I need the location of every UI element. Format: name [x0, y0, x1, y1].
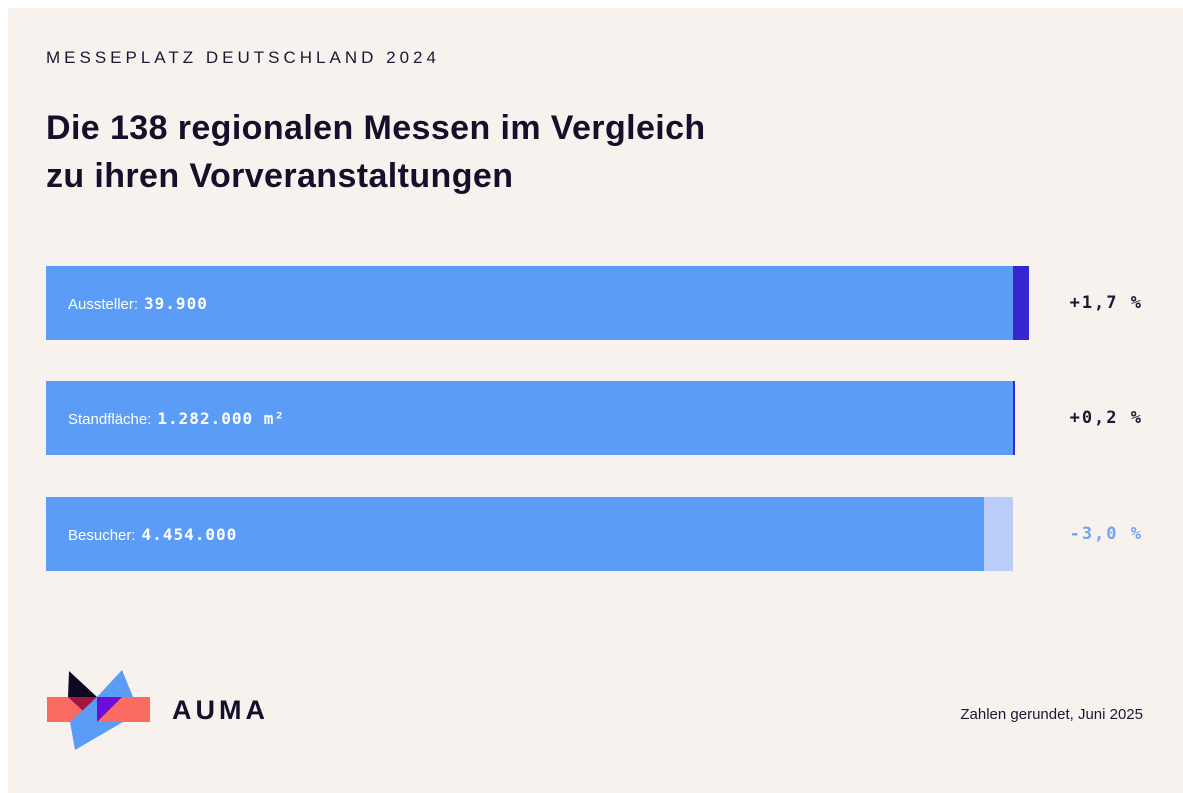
bar-fill-standflaeche: Standfläche: 1.282.000 m²: [46, 381, 1013, 455]
page-left-margin: [0, 0, 8, 793]
bar-track: Standfläche: 1.282.000 m²: [46, 381, 1015, 455]
auma-logo-icon: [47, 670, 150, 750]
auma-logo: AUMA: [45, 667, 375, 759]
bar-chart: Aussteller: 39.900 +1,7 % Standfläche: 1.2…: [46, 0, 1143, 600]
change-percent-label: +0,2 %: [1069, 408, 1143, 428]
page-title-line2: zu ihren Vorveranstaltungen: [46, 157, 514, 195]
change-percent-label: -3,0 %: [1069, 524, 1143, 544]
page-title: Die 138 regionalen Messen im Vergleich z…: [46, 104, 706, 200]
bar-value: 39.900: [144, 293, 208, 313]
bar-label: Standfläche: 1.282.000 m²: [46, 409, 285, 428]
eyebrow-label: MESSEPLATZ DEUTSCHLAND 2024: [46, 48, 440, 67]
bar-track: Besucher: 4.454.000: [46, 497, 1013, 571]
bar-label: Besucher: 4.454.000: [46, 525, 237, 544]
bar-value: 1.282.000 m²: [157, 408, 285, 428]
bar-row-standflaeche: Standfläche: 1.282.000 m² +0,2 %: [46, 381, 1143, 455]
bar-track: Aussteller: 39.900: [46, 266, 1029, 340]
change-percent-label: +1,7 %: [1069, 293, 1143, 313]
bar-label: Aussteller: 39.900: [46, 294, 208, 313]
bar-gain-segment: [1013, 266, 1029, 340]
bar-row-besucher: Besucher: 4.454.000 -3,0 %: [46, 497, 1143, 571]
bar-fill-aussteller: Aussteller: 39.900: [46, 266, 1013, 340]
page-top-margin: [0, 0, 1183, 8]
bar-category-label: Aussteller:: [68, 295, 139, 313]
bar-gain-segment: [1013, 381, 1015, 455]
bar-fill-besucher: Besucher: 4.454.000: [46, 497, 984, 571]
page-title-line1: Die 138 regionalen Messen im Vergleich: [46, 109, 706, 147]
bar-category-label: Standfläche:: [68, 410, 152, 428]
bar-category-label: Besucher:: [68, 526, 136, 544]
bar-row-aussteller: Aussteller: 39.900 +1,7 %: [46, 266, 1143, 340]
auma-wordmark: AUMA: [172, 695, 269, 725]
bar-value: 4.454.000: [141, 524, 238, 544]
footnote: Zahlen gerundet, Juni 2025: [960, 706, 1143, 723]
bar-loss-segment: [984, 497, 1013, 571]
